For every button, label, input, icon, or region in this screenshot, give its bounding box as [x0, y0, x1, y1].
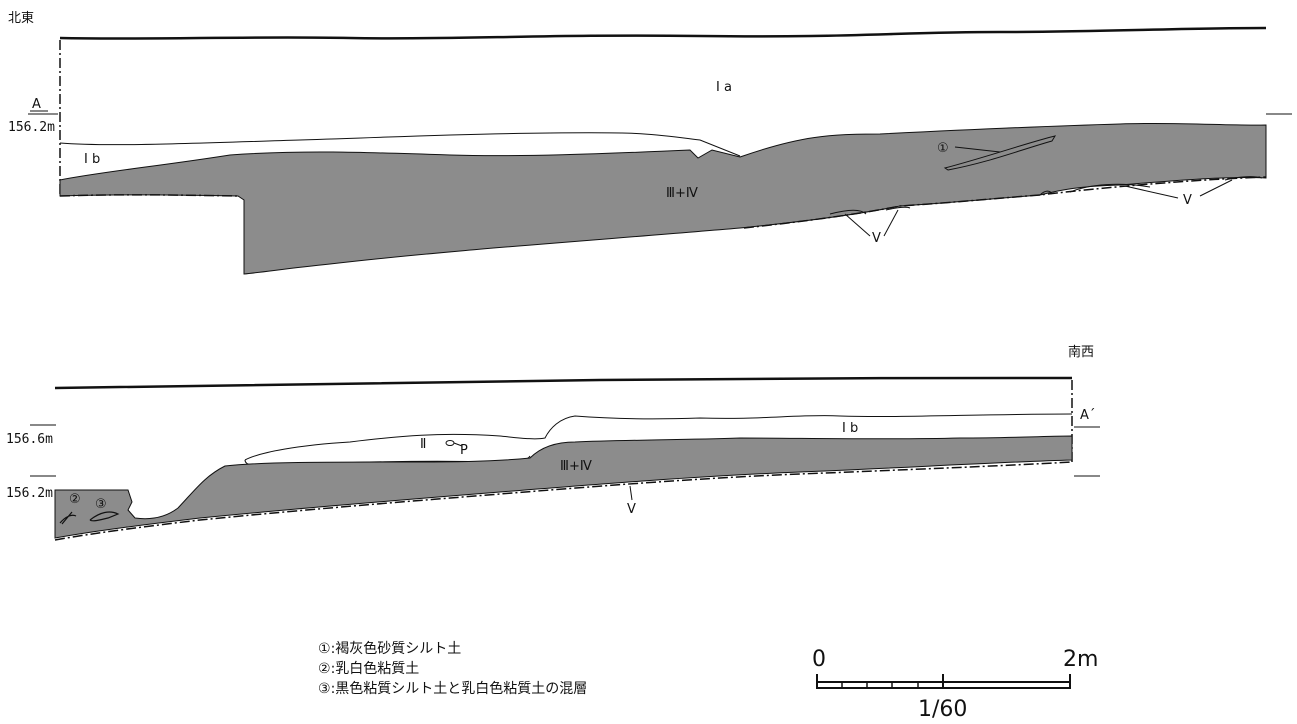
- lower-upper-layer-outline: [244, 413, 1073, 461]
- upper-ground-surface: [59, 26, 1267, 40]
- upper-v-middle-leader-b: [883, 209, 899, 237]
- lower-layer-ib-label: I b: [842, 421, 858, 436]
- legend: ①:褐灰色砂質シルト土 ②:乳白色粘質土 ③:黒色粘質シルト土と乳白色粘質土の混…: [318, 639, 587, 699]
- upper-bottom-boundary: [59, 176, 1267, 229]
- lower-point-label: A´: [1080, 408, 1095, 423]
- lower-layer-iii-iv-label: Ⅲ+Ⅳ: [560, 459, 592, 474]
- upper-marker-1: ①: [937, 141, 949, 156]
- lower-direction-label: 南西: [1068, 344, 1094, 360]
- upper-direction-label: 北東: [8, 10, 34, 26]
- upper-layer-iii-iv-label: Ⅲ+Ⅳ: [666, 186, 698, 201]
- lower-ground-surface: [54, 376, 1073, 390]
- lower-layer-iii-iv: [54, 435, 1073, 539]
- upper-layer-v-middle-label: V: [872, 231, 881, 246]
- upper-elevation-label: 156.2m: [8, 120, 55, 135]
- scale-ratio-label: 1/60: [918, 697, 967, 722]
- scale-end-label: 2m: [1063, 647, 1098, 672]
- upper-layer-ia-label: I a: [716, 80, 732, 95]
- legend-text-2: :乳白色粘質土: [330, 661, 420, 677]
- legend-text-1: :褐灰色砂質シルト土: [330, 641, 462, 657]
- lower-layer-ii-label: Ⅱ: [420, 437, 426, 452]
- lower-section: 南西 A´ 156.6m 156.2m Ⅱ P I b Ⅲ+Ⅳ V ② ③: [6, 344, 1100, 541]
- lower-marker-2: ②: [69, 492, 81, 507]
- lower-layer-v-label: V: [627, 502, 636, 517]
- upper-layer-ib-label: I b: [84, 152, 100, 167]
- lower-elevation-156-2: 156.2m: [6, 486, 53, 501]
- scale-bar: 0 2m 1/60: [812, 647, 1098, 722]
- legend-item-1: ①:褐灰色砂質シルト土: [318, 639, 587, 659]
- scale-start-label: 0: [812, 647, 826, 672]
- legend-marker-3: ③: [318, 681, 331, 697]
- legend-text-3: :黒色粘質シルト土と乳白色粘質土の混層: [330, 681, 588, 697]
- legend-marker-1: ①: [318, 641, 331, 657]
- upper-layer-v-right-label: V: [1183, 193, 1192, 208]
- upper-v-pockets-middle: [829, 206, 911, 215]
- legend-item-3: ③:黒色粘質シルト土と乳白色粘質土の混層: [318, 679, 587, 699]
- upper-section: 北東 A 156.2m I a I b Ⅲ+Ⅳ V V ①: [8, 10, 1292, 275]
- upper-layer-iii-iv: [59, 122, 1267, 275]
- lower-elevation-156-6: 156.6m: [6, 432, 53, 447]
- lower-marker-3: ③: [95, 497, 107, 512]
- lower-layer-p-label: P: [460, 443, 468, 458]
- lower-p-leader: [453, 442, 463, 447]
- upper-point-label: A: [32, 97, 41, 112]
- upper-v-right-leader-b: [1199, 179, 1233, 197]
- upper-v-right-leader-a: [1124, 185, 1179, 199]
- lower-p-feature: [445, 440, 455, 446]
- upper-v-pockets-right: [1039, 176, 1263, 196]
- upper-marker-1-leader: [954, 146, 1001, 153]
- lower-marker-2-3-features: [59, 511, 120, 525]
- upper-marker-1-lens: [943, 135, 1057, 171]
- lower-bottom-boundary: [54, 461, 1073, 541]
- legend-item-2: ②:乳白色粘質土: [318, 659, 587, 679]
- lower-v-leader: [629, 485, 633, 501]
- upper-ib-outline: [59, 132, 741, 157]
- upper-v-middle-leader-a: [844, 213, 871, 237]
- legend-marker-2: ②: [318, 661, 331, 677]
